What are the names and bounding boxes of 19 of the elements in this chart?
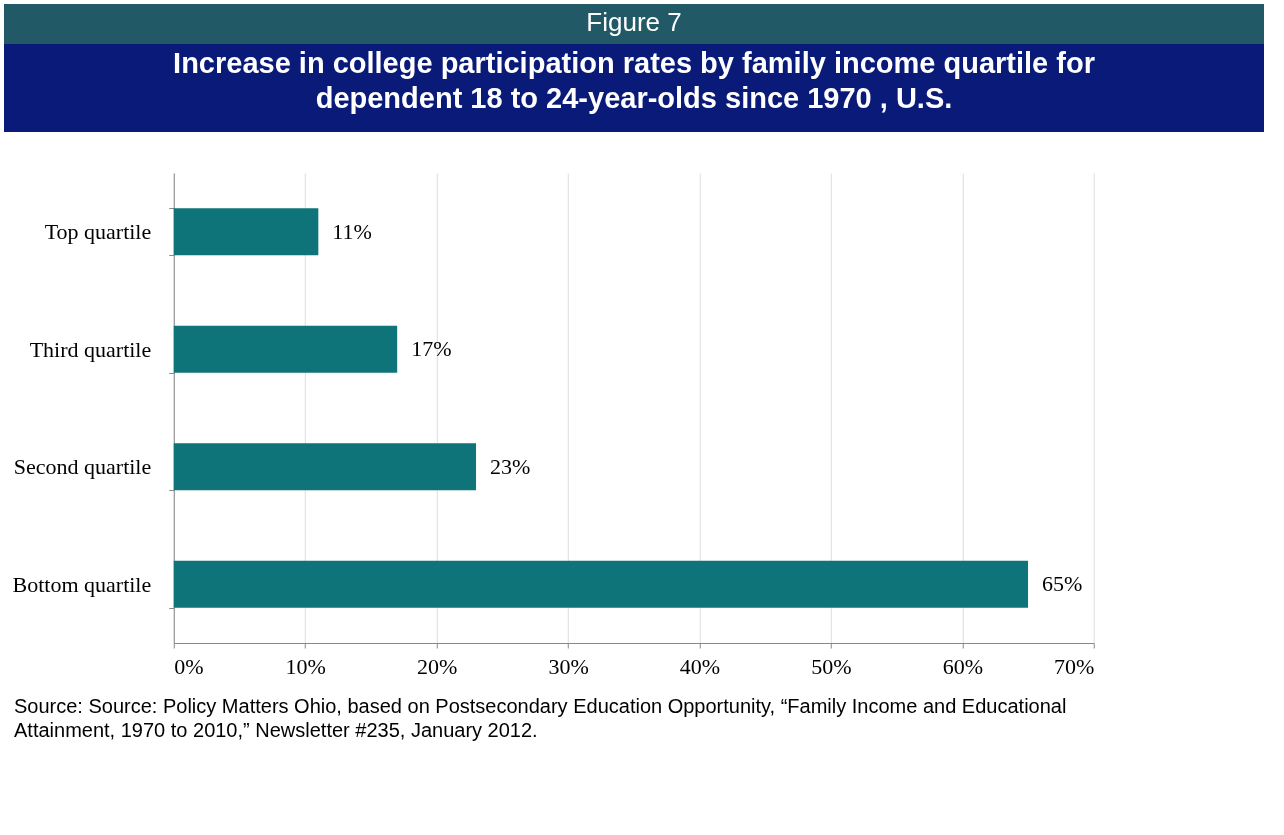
data-label: 23% (490, 453, 531, 479)
x-tick-label: 50% (811, 653, 852, 679)
y-tick-label: Bottom quartile (12, 571, 152, 597)
data-label: 11% (332, 218, 372, 244)
chart-title: Increase in college participation rates by family income quartile for dependent 18 to 24-year-olds since 1970 , U.S. (173, 47, 1095, 114)
y-tick-label: Second quartile (13, 454, 152, 480)
chart-subtitle: Figure 7 (586, 7, 682, 37)
x-tick-label: 10% (285, 653, 326, 679)
x-tick-label: 20% (416, 653, 458, 679)
data-label: 17% (411, 336, 452, 362)
x-tick-label: 0% (174, 653, 204, 679)
x-tick-label: 70% (1053, 653, 1095, 679)
source-note: Source: Source: Policy Matters Ohio, based on Postsecondary Education Opportunity, “Family Income and Educational Attainment, 1970 to 2010,” Newsletter #235, January 2012. (14, 695, 1067, 741)
y-tick-label: Third quartile (29, 336, 152, 362)
y-tick-label: Top quartile (44, 219, 152, 245)
x-tick-label: 60% (942, 653, 983, 679)
data-label: 65% (1042, 571, 1083, 597)
x-tick-label: 30% (548, 653, 589, 679)
x-tick-label: 40% (679, 653, 721, 679)
